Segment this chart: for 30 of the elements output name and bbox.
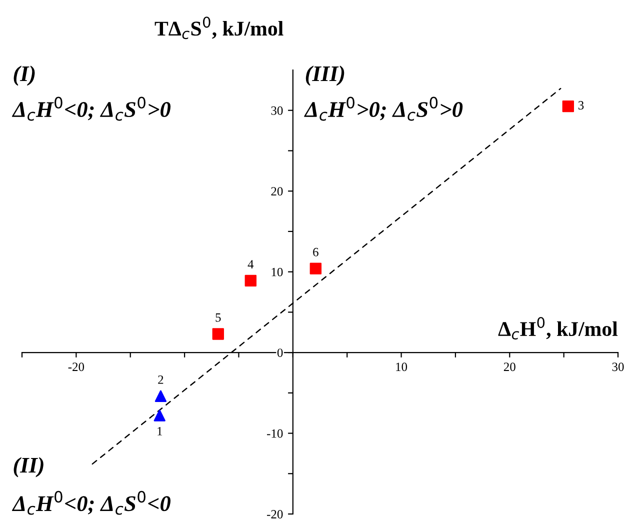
- annotation: (II): [14, 457, 44, 478]
- x-tick-label: -20: [68, 362, 84, 372]
- annotation: 3: [578, 101, 584, 110]
- text: Δ$_{c}$H$^{0}$<0; Δ$_{c}$S$^{0}$>0: [12, 96, 171, 121]
- x-tick-label: 10: [396, 362, 408, 372]
- y-tick-label: -20: [266, 510, 283, 518]
- y-tick-label: 0: [277, 348, 283, 358]
- y-tick-label: -10: [266, 429, 283, 438]
- point: [154, 410, 166, 422]
- y-tick-label: 20: [271, 187, 283, 196]
- text: Δ$_{c}$H$^{0}$>0; Δ$_{c}$S$^{0}$>0: [304, 96, 463, 121]
- y-axis-title: TΔ$_{c}$S$^{0}$, kJ/mol: [154, 16, 284, 40]
- annotation: 4: [248, 260, 254, 268]
- point: [562, 100, 574, 112]
- annotation: 1: [158, 427, 162, 436]
- x-axis-title: Δ$_{c}$H$^{0}$, kJ/mol: [498, 317, 618, 340]
- y-tick-label: 30: [271, 106, 283, 115]
- y-tick-label: 10: [272, 268, 283, 276]
- text: Δ$_{c}$H$^{0}$<0; Δ$_{c}$S$^{0}$<0: [12, 490, 171, 515]
- annotation: (III): [306, 66, 344, 86]
- point: [310, 262, 322, 274]
- x-tick-label: 30: [612, 362, 624, 372]
- annotation: 2: [158, 375, 164, 384]
- annotation: 5: [216, 313, 221, 322]
- point: [244, 274, 256, 287]
- point: [212, 328, 224, 340]
- point: [154, 390, 167, 402]
- annotation: (I): [14, 66, 35, 86]
- x-tick-label: 20: [504, 362, 516, 372]
- annotation: 6: [313, 248, 318, 256]
